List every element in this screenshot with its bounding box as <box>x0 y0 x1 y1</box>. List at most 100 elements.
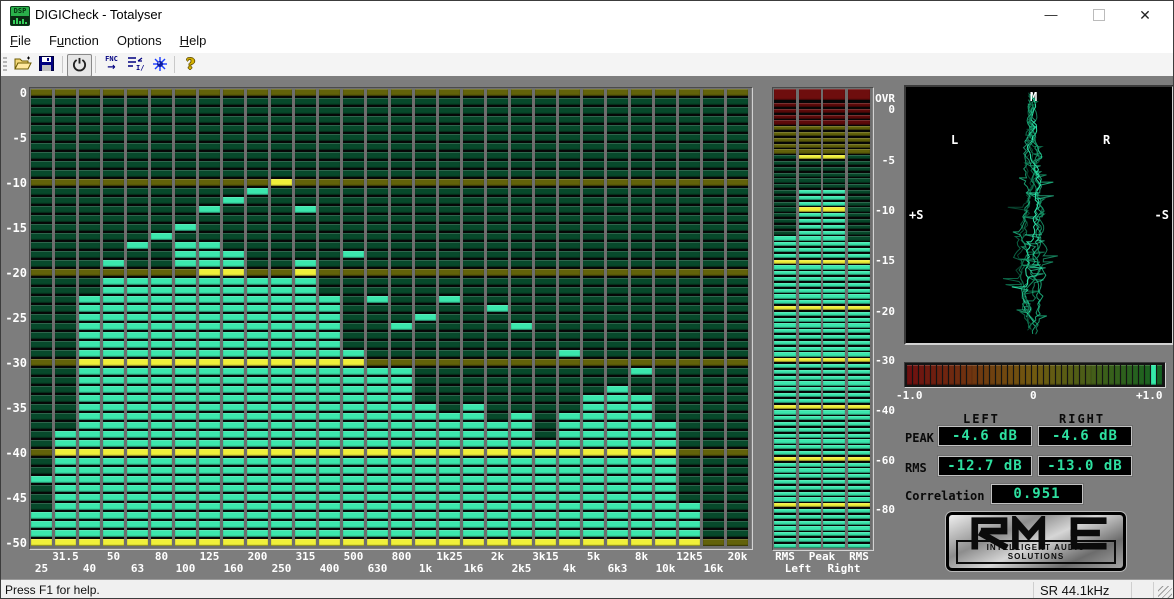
spectrum-segment <box>535 188 556 195</box>
io-settings-button[interactable]: I/o <box>124 54 149 75</box>
spectrum-segment <box>463 215 484 222</box>
close-button[interactable]: ✕ <box>1139 7 1151 23</box>
toolbar-grip[interactable] <box>3 57 7 73</box>
resize-grip[interactable] <box>1158 586 1172 598</box>
menu-item-file[interactable]: File <box>10 33 31 48</box>
spectrum-segment <box>31 440 52 447</box>
spectrum-segment <box>343 431 364 438</box>
spectrum-segment <box>487 422 508 429</box>
spectrum-segment <box>247 485 268 492</box>
spectrum-segment <box>247 188 268 195</box>
spectrum-segment <box>679 539 700 546</box>
spectrum-segment <box>607 251 628 258</box>
spectrum-segment <box>151 161 172 168</box>
menu-item-function[interactable]: Function <box>48 33 99 48</box>
meter-segment <box>823 155 845 160</box>
spectrum-segment <box>103 431 124 438</box>
spectrum-segment <box>487 287 508 294</box>
spectrum-segment <box>343 530 364 537</box>
spectrum-segment <box>175 206 196 213</box>
spectrum-segment <box>559 170 580 177</box>
meter-segment <box>848 178 870 183</box>
spectrum-segment <box>319 323 340 330</box>
spectrum-segment <box>55 134 76 141</box>
spectrum-segment <box>415 323 436 330</box>
spectrum-segment <box>655 332 676 339</box>
db-label--50: -50 <box>5 536 27 550</box>
spectrum-segment <box>607 377 628 384</box>
spectrum-segment <box>463 395 484 402</box>
correlation-segment <box>1043 365 1049 385</box>
spectrum-segment <box>631 521 652 528</box>
spectrum-segment <box>103 134 124 141</box>
spectrum-segment <box>247 395 268 402</box>
spectrum-segment <box>151 170 172 177</box>
spectrum-segment <box>583 512 604 519</box>
spectrum-segment <box>367 422 388 429</box>
spectrum-segment <box>103 269 124 276</box>
meter-segment <box>848 103 870 108</box>
menu-item-options[interactable]: Options <box>116 33 162 48</box>
minimize-button[interactable]: — <box>1044 7 1058 22</box>
sample-rate-indicator: SR 44.1kHz <box>1040 583 1110 598</box>
spectrum-segment <box>463 449 484 456</box>
spectrum-segment <box>727 332 748 339</box>
spectrum-segment <box>463 485 484 492</box>
spectrum-segment <box>199 161 220 168</box>
spectrum-segment <box>583 170 604 177</box>
spectrum-band-200 <box>247 89 268 546</box>
spectrum-segment <box>463 89 484 96</box>
title-bar[interactable]: DSP DIGICheck - Totalyser — ✕ <box>1 1 1173 29</box>
correlation-segment <box>978 365 984 385</box>
spectrum-segment <box>583 98 604 105</box>
function-select-button[interactable]: FNC → <box>100 54 123 75</box>
spectrum-segment <box>103 179 124 186</box>
spectrum-segment <box>679 503 700 510</box>
menu-item-help[interactable]: Help <box>179 33 207 48</box>
spectrum-segment <box>535 215 556 222</box>
spectrum-segment <box>391 521 412 528</box>
led-state-button[interactable] <box>148 54 171 75</box>
spectrum-segment <box>487 431 508 438</box>
spectrum-segment <box>175 530 196 537</box>
open-button[interactable] <box>11 54 34 75</box>
save-button[interactable] <box>35 54 58 75</box>
meter-segment <box>848 137 870 143</box>
spectrum-segment <box>103 404 124 411</box>
power-button[interactable] <box>67 54 92 77</box>
meter-segment <box>848 398 870 404</box>
help-button[interactable]: ? <box>179 54 202 75</box>
meter-segment <box>799 126 821 131</box>
meter-segment <box>799 253 821 259</box>
spectrum-segment <box>655 215 676 222</box>
meter-segment <box>823 306 845 311</box>
spectrum-segment <box>367 251 388 258</box>
maximize-button[interactable] <box>1077 1 1121 29</box>
meter-segment <box>848 190 870 195</box>
meter-segment <box>774 532 796 537</box>
spectrum-segment <box>727 539 748 546</box>
spectrum-segment <box>679 530 700 537</box>
spectrum-segment <box>103 458 124 465</box>
meter-segment <box>823 462 845 467</box>
spectrum-segment <box>31 539 52 546</box>
spectrum-band-6k3 <box>607 89 628 546</box>
spectrum-segment <box>415 521 436 528</box>
spectrum-segment <box>607 395 628 402</box>
spectrum-segment <box>607 314 628 321</box>
spectrum-segment <box>607 512 628 519</box>
spectrum-segment <box>535 530 556 537</box>
meter-segment <box>823 126 845 131</box>
spectrum-segment <box>391 539 412 546</box>
spectrum-segment <box>223 368 244 375</box>
spectrum-segment <box>199 485 220 492</box>
spectrum-segment <box>247 341 268 348</box>
spectrum-band-400 <box>319 89 340 546</box>
spectrum-segment <box>271 458 292 465</box>
spectrum-segment <box>679 485 700 492</box>
spectrum-segment <box>31 161 52 168</box>
meter-segment <box>848 358 870 363</box>
spectrum-segment <box>223 134 244 141</box>
spectrum-segment <box>463 476 484 483</box>
spectrum-segment <box>151 314 172 321</box>
